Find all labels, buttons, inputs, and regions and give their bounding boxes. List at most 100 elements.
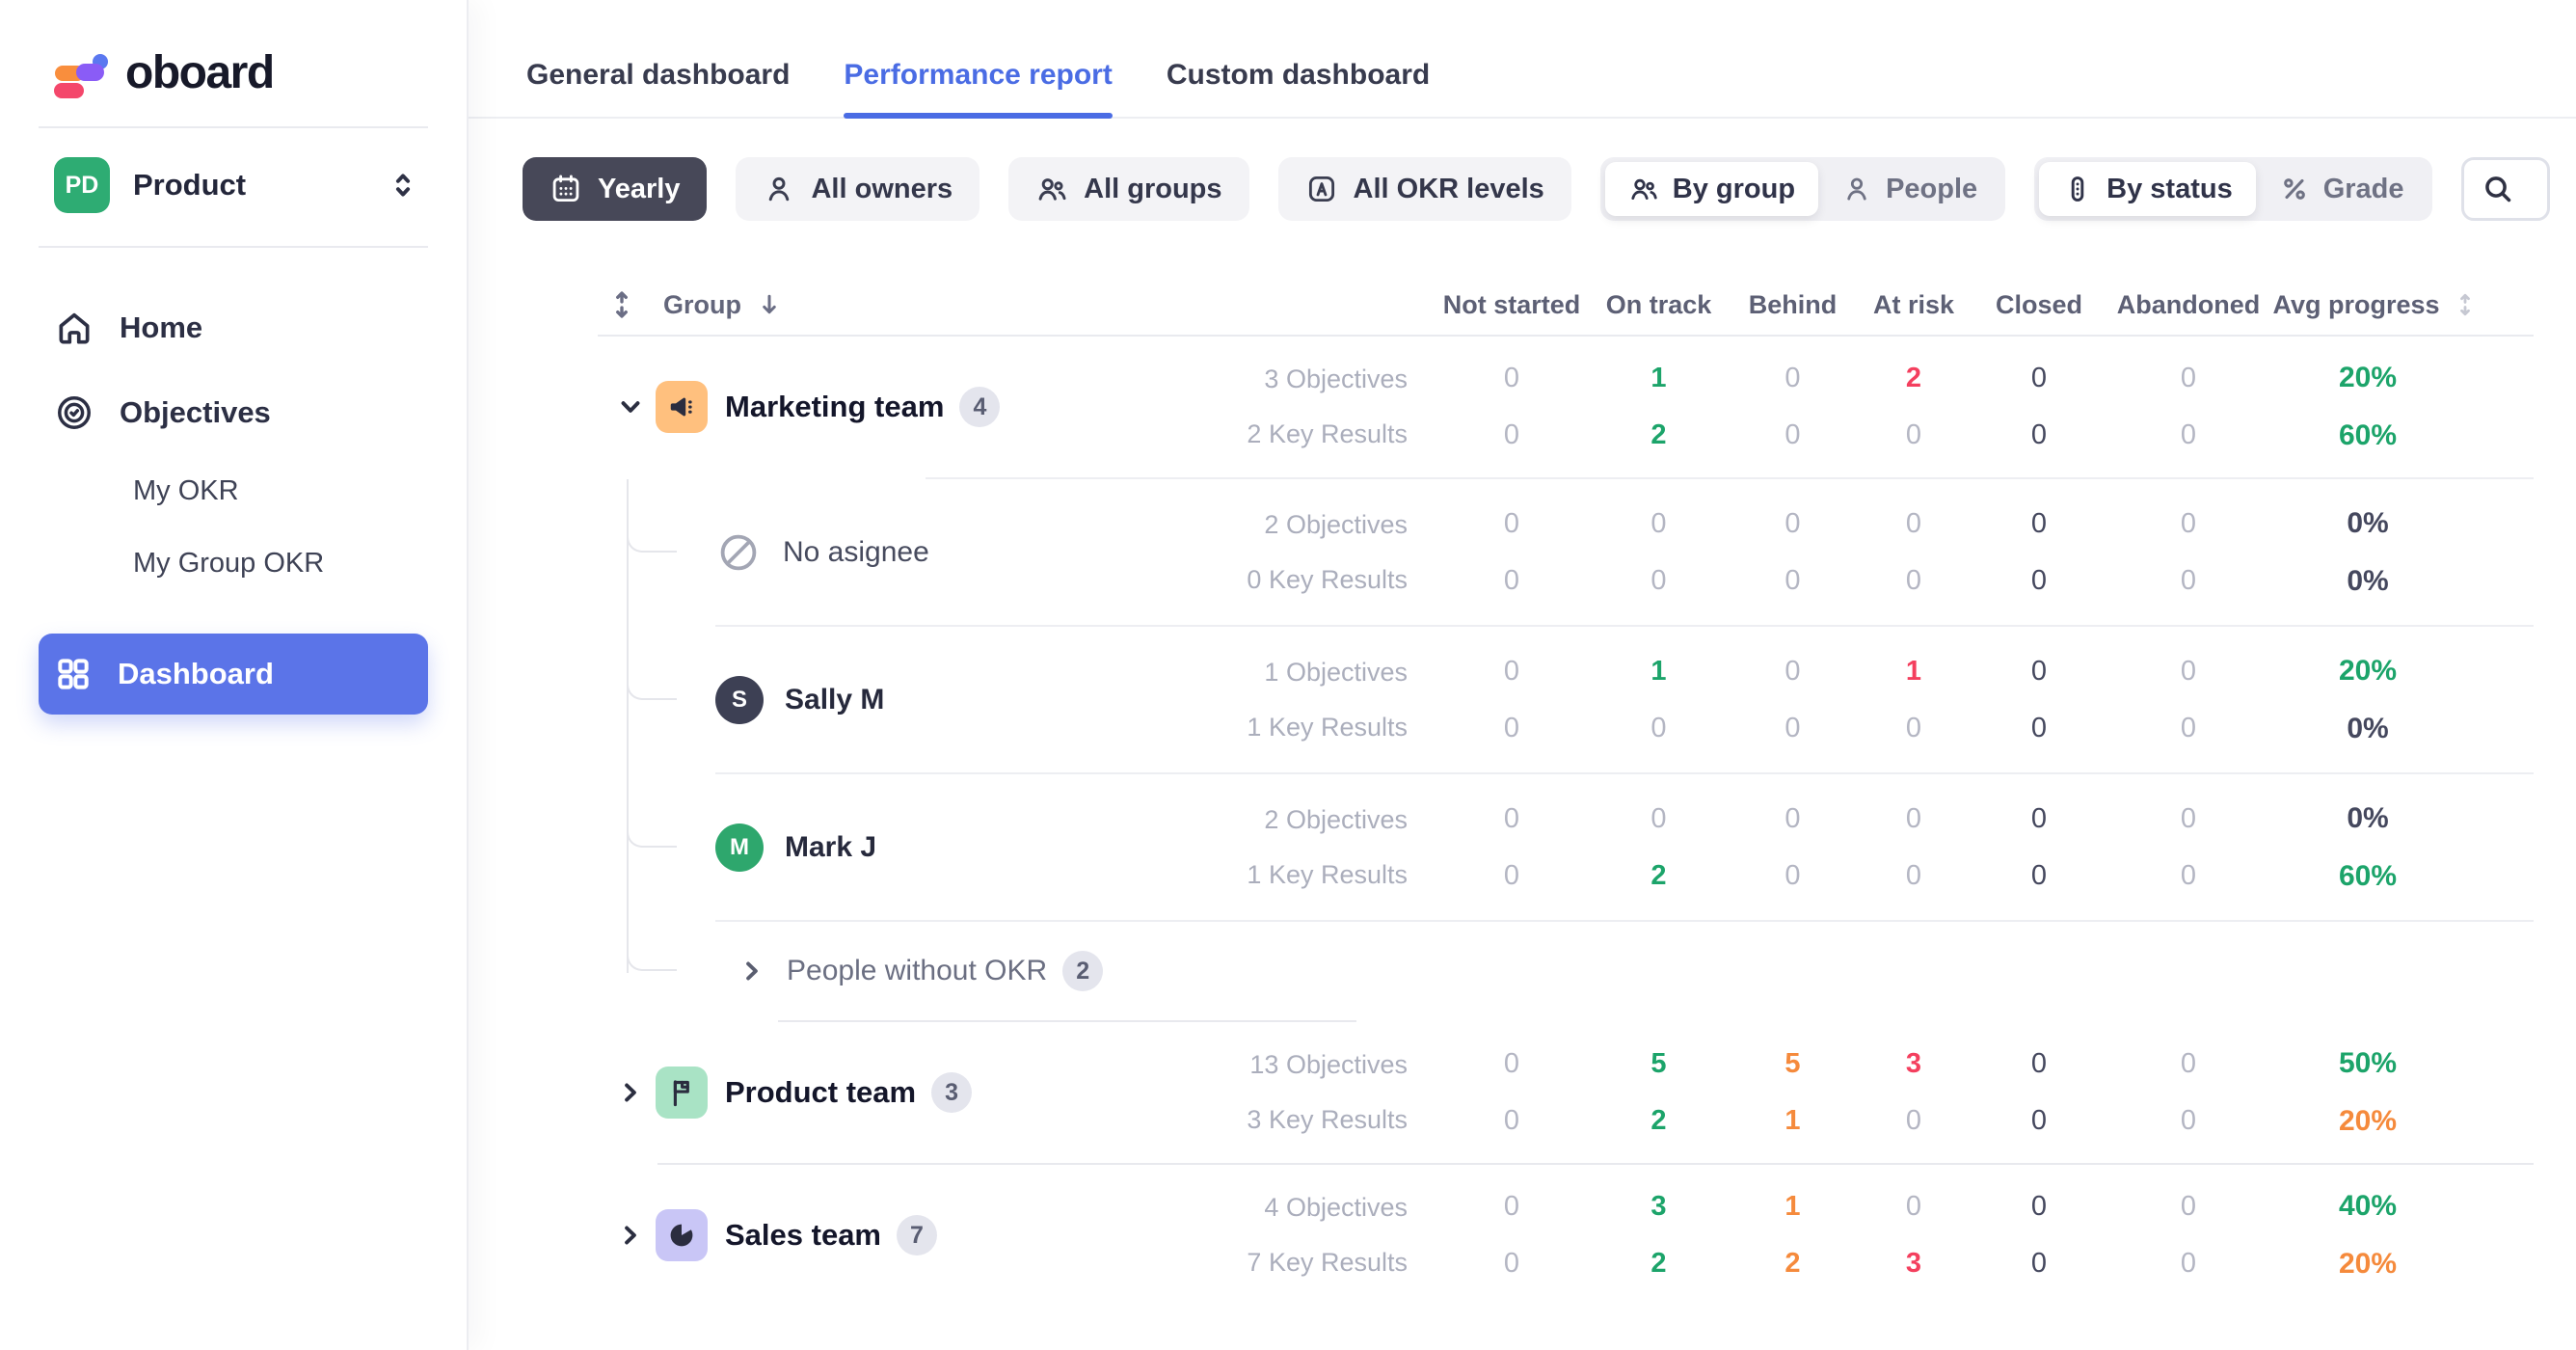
person-icon [763,173,795,205]
pie-icon [656,1209,708,1261]
tree-line [627,479,629,973]
table-header: Group Not started On track Behind At ris… [598,275,2534,337]
percent-icon [2279,174,2310,204]
dashboard-tabs: General dashboard Performance report Cus… [469,0,2576,119]
sidebar-item-home[interactable]: Home [39,292,428,364]
person-cell: M Mark J [598,823,1118,872]
sidebar-item-label: Home [120,310,203,344]
no-assignee-icon [715,529,762,576]
group-row-product-team[interactable]: Product team 3 13 Objectives 3 Key Results 0… [598,1022,2534,1163]
status-indicator-icon [2062,174,2093,204]
objectives-subnav: My OKR My Group OKR [133,462,428,595]
toggle-option-by-status[interactable]: By status [2039,162,2256,216]
sidebar-item-my-okr[interactable]: My OKR [133,475,239,506]
groups-filter-button[interactable]: All groups [1008,157,1249,221]
toggle-option-by-group[interactable]: By group [1604,162,1819,216]
person-cell: S Sally M [598,675,1118,724]
toggle-option-people[interactable]: People [1818,162,2000,216]
people-group-icon [1628,174,1659,204]
tab-performance-report[interactable]: Performance report [844,59,1114,119]
group-name: Sales team [725,1218,881,1252]
tab-custom-dashboard[interactable]: Custom dashboard [1166,59,1431,91]
collapsed-row-people-without-okr[interactable]: People without OKR 2 [598,922,2534,1020]
objectives-target-icon [54,392,94,433]
search-box [2460,157,2550,221]
group-cell: Sales team 7 [598,1209,1118,1261]
person-name: Mark J [785,830,877,863]
sort-descending-icon[interactable] [755,290,784,319]
mode-toggle[interactable]: By status Grade [2034,157,2432,221]
search-icon [2482,173,2514,205]
chevron-up-down-icon [386,168,420,202]
logo-text: oboard [125,47,275,98]
period-filter-button[interactable]: Yearly [523,157,708,221]
subrows-marketing-team: No asignee 2 Objectives 0 Key Results 0 0 0 0 0… [598,479,2534,1022]
row-separator [715,772,2534,774]
expand-collapse-all-icon[interactable] [605,288,638,321]
view-toggle[interactable]: By group People [1599,157,2006,221]
chevron-right-icon[interactable] [609,1075,652,1110]
tab-general-dashboard[interactable]: General dashboard [526,59,791,91]
okr-level-a-icon [1305,173,1338,205]
column-header-behind[interactable]: Behind [1748,289,1838,319]
column-header-closed[interactable]: Closed [1995,289,2083,319]
okr-levels-filter-button[interactable]: All OKR levels [1277,157,1571,221]
table-body: Marketing team 4 3 Objectives 2 Key Results… [598,337,2534,1306]
avatar: S [715,675,764,724]
toggle-label: By status [2106,173,2233,204]
groups-filter-label: All groups [1084,173,1222,204]
column-header-at-risk[interactable]: At risk [1872,289,1955,319]
chevron-right-icon[interactable] [731,954,773,988]
performance-table: Group Not started On track Behind At ris… [526,275,2534,1306]
row-separator [778,1020,1356,1022]
period-filter-label: Yearly [598,173,681,204]
owners-filter-button[interactable]: All owners [736,157,980,221]
tree-elbow [627,804,677,848]
person-name: Sally M [785,683,885,716]
divider [39,126,428,128]
divider [39,246,428,248]
row-separator [657,1163,2534,1165]
workspace-switcher[interactable]: PD Product [39,151,428,219]
people-group-icon [1035,173,1068,205]
tree-elbow [627,509,677,553]
group-row-sales-team[interactable]: Sales team 7 4 Objectives 7 Key Results 0 0 3 2… [598,1165,2534,1306]
column-header-on-track[interactable]: On track [1605,289,1712,319]
group-column-header[interactable]: Group [663,289,741,319]
tree-elbow [627,929,677,971]
chevron-down-icon[interactable] [609,390,652,424]
owners-filter-label: All owners [811,173,953,204]
person-icon [1841,174,1872,204]
sidebar-item-objectives[interactable]: Objectives [39,377,428,448]
column-header-abandoned[interactable]: Abandoned [2116,289,2261,319]
group-row-marketing-team[interactable]: Marketing team 4 3 Objectives 2 Key Results… [598,337,2534,477]
person-row-no-asignee[interactable]: No asignee 2 Objectives 0 Key Results 0 0 0 0 0… [598,479,2534,625]
sidebar: oboard PD Product Home Objectives [0,0,469,1350]
group-count-badge: 7 [897,1215,937,1256]
workspace-name: Product [133,168,247,202]
toggle-option-grade[interactable]: Grade [2256,162,2428,216]
sidebar-item-label: Dashboard [118,657,274,690]
oboard-logo-icon [54,48,108,98]
group-cell: Product team 3 [598,1066,1118,1119]
okr-levels-filter-label: All OKR levels [1353,173,1544,204]
logo: oboard [39,46,428,99]
sidebar-item-my-group-okr[interactable]: My Group OKR [133,548,325,579]
collapsed-count-badge: 2 [1062,951,1104,991]
flag-icon [656,1066,708,1119]
toggle-label: By group [1672,173,1796,204]
calendar-icon [550,173,582,205]
chevron-right-icon[interactable] [609,1218,652,1253]
toggle-label: People [1886,173,1978,204]
sidebar-nav: Home Objectives My OKR My Group OKR Dash… [39,292,428,715]
column-header-avg-progress[interactable]: Avg progress [2272,289,2440,319]
filter-bar: Yearly All owners All groups All OKR lev… [469,157,2576,221]
sort-icon[interactable] [2452,291,2479,318]
person-cell: No asignee [598,529,1118,576]
sidebar-item-dashboard[interactable]: Dashboard [39,634,428,715]
column-header-not-started[interactable]: Not started [1442,289,1581,319]
row-separator [715,920,2534,922]
